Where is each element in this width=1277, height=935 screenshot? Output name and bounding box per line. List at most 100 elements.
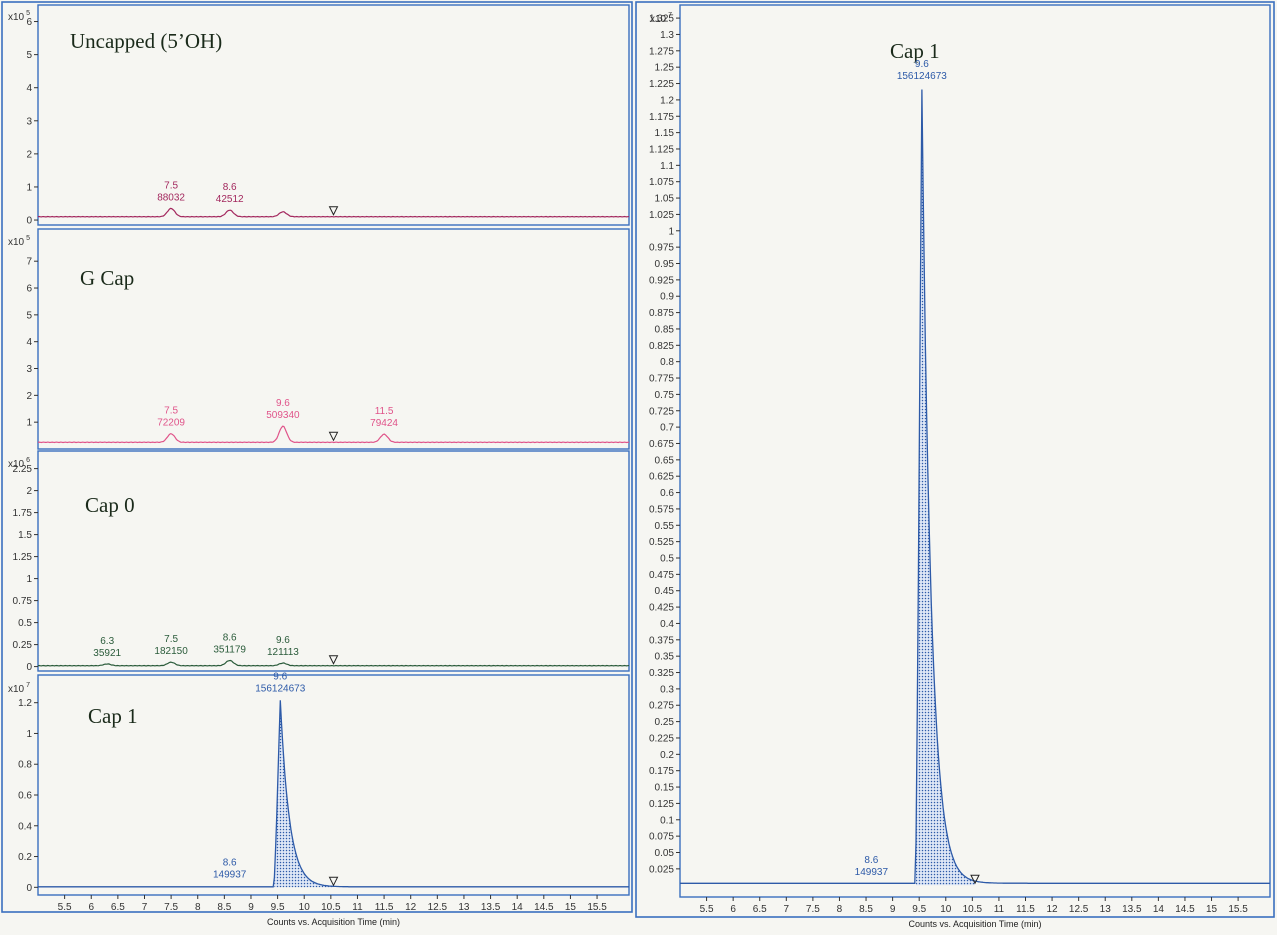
panel-title: Cap 1	[890, 39, 940, 63]
x-tick-label: 6	[88, 902, 94, 913]
x-tick-label: 9.5	[271, 902, 285, 913]
peak-rt-label: 9.6	[276, 398, 290, 409]
y-tick-label: 0.225	[649, 733, 674, 744]
x-tick-label: 13	[1100, 904, 1112, 915]
peak-area-label: 509340	[266, 410, 300, 421]
y-tick-label: 7	[26, 257, 32, 268]
x-tick-label: 9	[248, 902, 254, 913]
x-tick-label: 14.5	[534, 902, 554, 913]
y-tick-label: 1.05	[655, 194, 675, 205]
x-tick-label: 11	[352, 902, 363, 913]
series-trace	[37, 659, 630, 667]
x-tick-label: 12	[405, 902, 417, 913]
x-tick-label: 11.5	[375, 902, 394, 913]
peak-area-label: 149937	[855, 867, 889, 878]
y-tick-label: 1.15	[655, 128, 675, 139]
y-multiplier-label: x10 7	[8, 682, 30, 695]
y-tick-label: 0.4	[660, 619, 674, 630]
y-tick-label: 0.85	[655, 324, 675, 335]
integration-marker	[328, 655, 339, 665]
x-tick-label: 15	[1206, 904, 1218, 915]
y-tick-label: 0.25	[13, 640, 33, 651]
peak-rt-label: 9.6	[276, 635, 290, 646]
y-tick-label: 0.775	[649, 374, 674, 385]
y-tick-label: 1.2	[18, 698, 32, 709]
y-tick-label: 0	[26, 662, 32, 673]
peak-rt-label: 8.6	[223, 632, 237, 643]
y-tick-label: 2	[26, 391, 32, 402]
y-tick-label: 0.8	[18, 760, 32, 771]
y-tick-label: 0.4	[18, 821, 32, 832]
x-tick-label: 6.5	[753, 904, 767, 915]
y-tick-label: 1.1	[660, 161, 674, 172]
x-tick-label: 14	[1153, 904, 1165, 915]
y-tick-label: 1.25	[655, 63, 675, 74]
x-tick-label: 7.5	[806, 904, 820, 915]
peak-rt-label: 8.6	[223, 182, 237, 193]
y-tick-label: 2.25	[13, 464, 33, 475]
x-tick-label: 8.5	[859, 904, 873, 915]
y-tick-label: 1.175	[649, 112, 674, 123]
y-tick-label: 1.25	[13, 552, 33, 563]
x-tick-label: 15.5	[1228, 904, 1248, 915]
y-tick-label: 1.3	[660, 30, 674, 41]
y-tick-label: 0.075	[649, 832, 674, 843]
y-tick-label: 1	[26, 418, 32, 429]
y-tick-label: 0.975	[649, 243, 674, 254]
peak-rt-label: 9.6	[915, 59, 929, 70]
y-tick-label: 0.25	[655, 717, 675, 728]
peak-rt-label: 7.5	[164, 406, 178, 417]
peak-area-fill	[274, 700, 334, 888]
x-tick-label: 13	[458, 902, 470, 913]
integration-marker	[328, 876, 339, 887]
chart-panel: x10 70.0250.050.0750.10.1250.150.1750.20…	[649, 4, 1271, 929]
peak-area-label: 351179	[213, 644, 246, 655]
peak-rt-label: 8.6	[864, 855, 878, 866]
peak-area-label: 42512	[216, 194, 244, 205]
panel-title: Uncapped (5’OH)	[70, 29, 222, 53]
plot-area	[679, 4, 1271, 898]
peak-rt-label: 9.6	[273, 672, 287, 683]
x-tick-label: 15	[565, 902, 577, 913]
peak-area-label: 72209	[157, 418, 185, 429]
y-tick-label: 0.5	[660, 554, 674, 565]
integration-marker	[970, 874, 980, 885]
peak-rt-label: 7.5	[164, 180, 178, 191]
series-trace	[38, 700, 629, 888]
y-tick-label: 0.15	[655, 783, 675, 794]
y-tick-label: 0.9	[660, 292, 674, 303]
y-tick-label: 0.2	[660, 750, 674, 761]
y-tick-label: 0.05	[655, 848, 675, 859]
y-tick-label: 0.575	[649, 504, 674, 515]
x-tick-label: 10.5	[321, 902, 341, 913]
y-tick-label: 0	[26, 216, 32, 227]
figure-border	[635, 1, 1275, 918]
y-tick-label: 5	[26, 310, 32, 321]
peak-area-fill	[916, 89, 975, 886]
peak-rt-label: 6.3	[100, 636, 114, 647]
y-tick-label: 0.45	[655, 586, 675, 597]
y-tick-label: 0.6	[660, 488, 674, 499]
x-tick-label: 12.5	[1069, 904, 1089, 915]
y-tick-label: 0.1	[660, 815, 674, 826]
y-tick-label: 1	[668, 226, 674, 237]
x-tick-label: 7	[784, 904, 790, 915]
chart-panel: x10 7 0 0.2 0.4 0.6 0.8 1 1.2 5.5 6 6.5 7 7.5 8 8.5 9 9.…	[8, 672, 630, 927]
y-tick-label: 0.7	[660, 423, 674, 434]
y-tick-label: 0.425	[649, 603, 674, 614]
peak-area-label: 149937	[213, 869, 247, 880]
y-tick-label: 3	[26, 116, 32, 127]
y-tick-label: 0.325	[649, 668, 674, 679]
y-tick-label: 0.55	[655, 521, 675, 532]
y-tick-label: 2	[26, 486, 32, 497]
panel-title: Cap 1	[88, 704, 138, 728]
integration-marker	[328, 206, 339, 216]
x-tick-label: 5.5	[58, 902, 72, 913]
series-trace	[37, 425, 630, 444]
x-tick-label: 11	[994, 904, 1005, 915]
y-tick-label: 6	[26, 284, 32, 295]
peak-area-label: 182150	[154, 646, 188, 657]
y-tick-label: 1.5	[18, 530, 32, 541]
y-tick-label: 0.275	[649, 701, 674, 712]
